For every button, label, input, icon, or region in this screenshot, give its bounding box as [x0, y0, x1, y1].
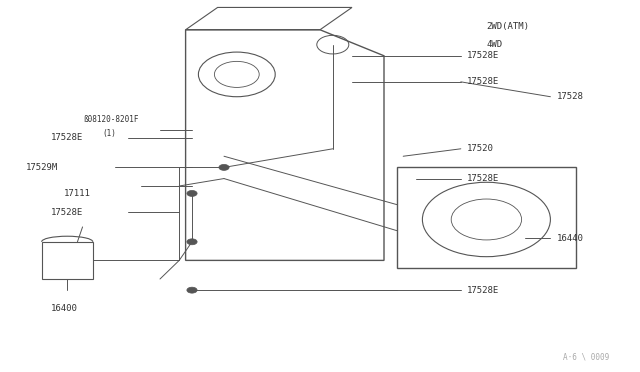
Text: 16400: 16400 — [51, 304, 78, 313]
Circle shape — [187, 239, 197, 245]
Text: 17529M: 17529M — [26, 163, 58, 172]
Text: ß08120-8201F: ß08120-8201F — [83, 115, 139, 124]
Text: 17528E: 17528E — [467, 286, 499, 295]
Text: 17520: 17520 — [467, 144, 494, 153]
Text: A·6 \ 0009: A·6 \ 0009 — [563, 353, 609, 362]
Circle shape — [187, 190, 197, 196]
Text: 17528E: 17528E — [467, 77, 499, 86]
Text: 17111: 17111 — [64, 189, 91, 198]
Text: 17528E: 17528E — [467, 174, 499, 183]
Circle shape — [187, 287, 197, 293]
Circle shape — [219, 164, 229, 170]
Text: 17528E: 17528E — [51, 208, 83, 217]
Text: 17528: 17528 — [557, 92, 584, 101]
Text: 17528E: 17528E — [467, 51, 499, 60]
Text: 4WD: 4WD — [486, 40, 502, 49]
Text: 16440: 16440 — [557, 234, 584, 243]
Text: 2WD(ATM): 2WD(ATM) — [486, 22, 529, 31]
Text: 17528E: 17528E — [51, 133, 83, 142]
Text: (1): (1) — [102, 129, 116, 138]
